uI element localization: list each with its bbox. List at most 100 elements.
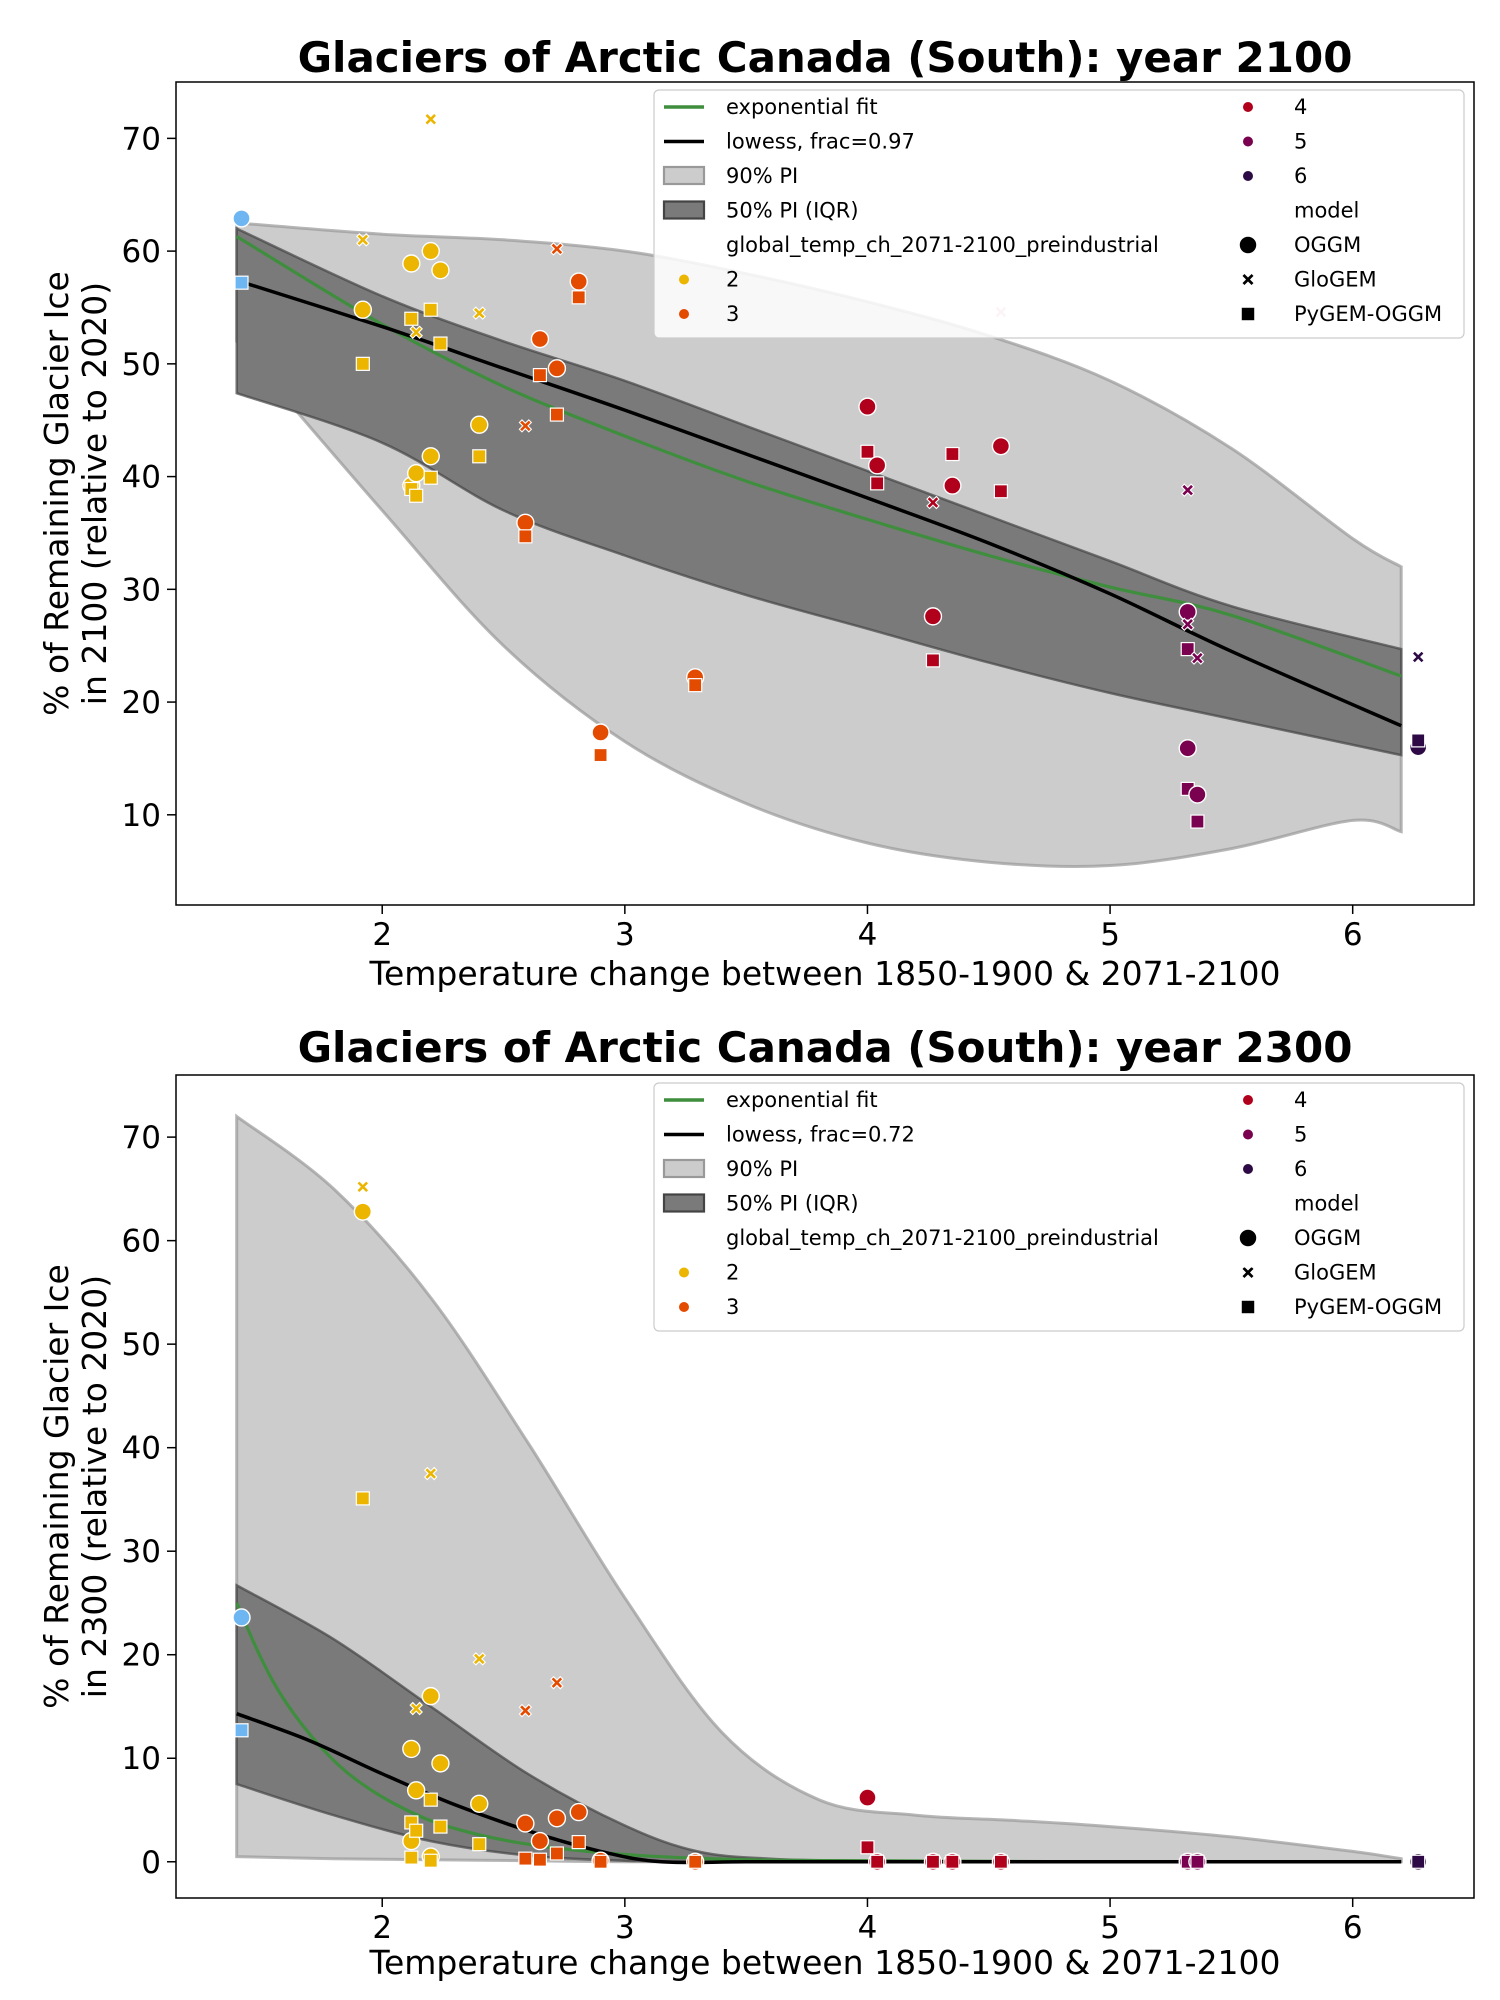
legend-lowess-label: lowess, frac=0.72 <box>726 1123 915 1147</box>
legend-hue-5-label: 5 <box>1294 130 1307 154</box>
legend-style-pygem-oggm-label: PyGEM-OGGM <box>1294 1295 1442 1319</box>
data-point <box>518 1703 533 1718</box>
legend-box <box>653 89 1465 339</box>
data-point <box>943 476 962 495</box>
data-point <box>593 1854 608 1869</box>
y-axis-label: % of Remaining Glacier Ice <box>37 271 76 716</box>
data-point <box>593 747 608 763</box>
legend-hue-title: global_temp_ch_2071-2100_preindustrial <box>726 233 1159 258</box>
x-tick-label: 5 <box>1100 917 1120 953</box>
data-point <box>353 300 373 319</box>
axes-frame <box>175 81 1475 906</box>
legend-pi90-label: 90% PI <box>726 164 798 188</box>
data-point <box>550 242 564 256</box>
data-point <box>1190 814 1205 829</box>
data-point <box>234 1723 249 1738</box>
data-point <box>423 470 438 485</box>
data-point <box>1411 733 1426 748</box>
x-tick-label: 3 <box>615 917 635 953</box>
data-point <box>870 476 885 491</box>
y-tick-label: 70 <box>122 1120 161 1156</box>
legend-hue-6-swatch <box>1243 1164 1253 1174</box>
legend-hue-6-label: 6 <box>1294 164 1307 188</box>
data-point <box>423 1466 438 1481</box>
data-point <box>234 275 249 290</box>
data-point <box>925 1854 941 1869</box>
x-tick-label: 2 <box>372 1910 392 1946</box>
data-point <box>571 1834 586 1850</box>
y-tick-label: 70 <box>122 121 161 157</box>
data-point <box>470 1794 489 1813</box>
pi50-band <box>235 226 1403 757</box>
data-point <box>532 1852 548 1867</box>
data-point <box>518 1851 533 1866</box>
data-point <box>472 1837 487 1852</box>
data-points <box>232 1180 1428 1871</box>
legend-hue-3-label: 3 <box>726 1295 739 1319</box>
legend-exp-fit-label: exponential fit <box>726 95 878 119</box>
data-point <box>355 1491 370 1506</box>
legend-hue-2-label: 2 <box>726 268 739 292</box>
data-point <box>472 1652 487 1666</box>
data-point <box>926 495 940 510</box>
data-point <box>232 1608 251 1627</box>
x-tick-label: 6 <box>1343 1910 1363 1946</box>
data-point <box>353 1202 373 1221</box>
data-point <box>423 302 438 317</box>
y-tick-label: 10 <box>122 1741 161 1777</box>
y-tick-label: 50 <box>122 1327 161 1363</box>
data-point <box>402 254 421 273</box>
data-point <box>433 336 448 351</box>
data-point <box>571 290 586 305</box>
legend-box <box>653 1082 1465 1332</box>
data-point <box>991 436 1011 456</box>
y-tick-label: 30 <box>122 1534 161 1570</box>
data-point <box>547 359 567 378</box>
data-point <box>688 1854 703 1869</box>
data-point <box>516 1814 535 1833</box>
legend-hue-4-label: 4 <box>1294 95 1307 119</box>
data-point <box>549 407 565 422</box>
x-axis-label: Temperature change between 1850-1900 & 2… <box>368 1943 1280 1982</box>
legend: exponential fit lowess, frac=0.72 90% PI 50… <box>653 1082 1465 1332</box>
data-point <box>356 233 370 247</box>
data-point <box>945 446 960 462</box>
data-point <box>867 456 887 475</box>
data-point <box>1178 739 1197 758</box>
data-point <box>688 678 703 693</box>
x-tick-label: 4 <box>858 917 878 953</box>
y-tick-label: 20 <box>122 685 161 721</box>
legend-hue-6-swatch <box>1243 171 1253 181</box>
legend-style-pygem-oggm-swatch <box>1240 1299 1256 1315</box>
legend-hue-4-swatch <box>1243 1095 1253 1105</box>
data-point <box>472 449 487 464</box>
legend-style-oggm-label: OGGM <box>1294 1226 1361 1250</box>
x-tick-label: 2 <box>372 917 392 953</box>
data-point <box>547 1809 567 1828</box>
legend-pi90-label: 90% PI <box>726 1157 798 1181</box>
legend-lowess-label: lowess, frac=0.97 <box>726 130 915 154</box>
legend-style-oggm-swatch <box>1238 1228 1258 1248</box>
legend-hue-3-label: 3 <box>726 302 739 326</box>
data-point <box>409 1701 423 1716</box>
legend-hue-5-label: 5 <box>1294 1123 1307 1147</box>
data-point <box>858 397 877 416</box>
legend-style-glogem-swatch <box>1240 1265 1256 1280</box>
x-axis-label: Temperature change between 1850-1900 & 2… <box>368 954 1280 993</box>
data-point <box>409 325 423 340</box>
legend-pi50-label: 50% PI (IQR) <box>726 1192 859 1216</box>
data-point <box>925 653 941 668</box>
legend-hue-4-label: 4 <box>1294 1088 1307 1112</box>
data-point <box>406 1781 426 1800</box>
lowess-line <box>236 1712 1402 1865</box>
data-point <box>421 1686 440 1706</box>
legend-pi50-label: 50% PI (IQR) <box>726 199 859 223</box>
x-tick-label: 5 <box>1100 1910 1120 1946</box>
data-point <box>470 415 489 434</box>
data-point <box>549 1846 565 1861</box>
data-point <box>518 419 533 433</box>
data-point <box>530 329 550 349</box>
axes-frame <box>175 1074 1475 1899</box>
y-tick-label: 50 <box>122 347 161 383</box>
x-tick-label: 3 <box>615 1910 635 1946</box>
